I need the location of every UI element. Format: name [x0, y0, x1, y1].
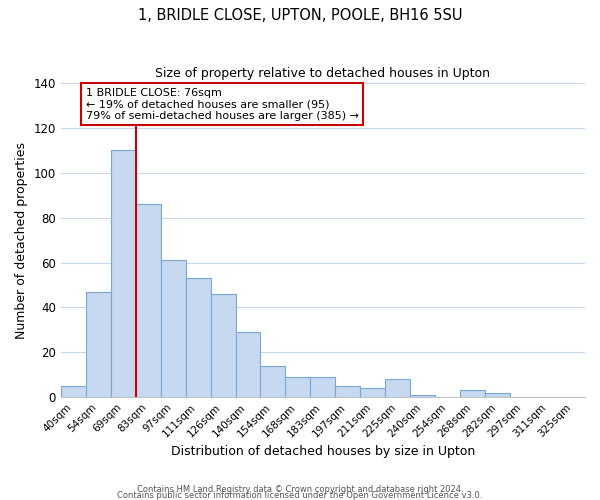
Bar	[335, 386, 361, 397]
Bar	[460, 390, 485, 397]
Bar	[286, 377, 310, 397]
Title: Size of property relative to detached houses in Upton: Size of property relative to detached ho…	[155, 68, 490, 80]
Bar	[410, 395, 435, 397]
Bar	[361, 388, 385, 397]
Bar	[310, 377, 335, 397]
Bar	[211, 294, 236, 397]
Bar	[185, 278, 211, 397]
Bar	[260, 366, 286, 397]
Bar	[385, 380, 410, 397]
Text: Contains public sector information licensed under the Open Government Licence v3: Contains public sector information licen…	[118, 491, 482, 500]
Bar	[236, 332, 260, 397]
Bar	[136, 204, 161, 397]
Bar	[485, 392, 510, 397]
X-axis label: Distribution of detached houses by size in Upton: Distribution of detached houses by size …	[171, 444, 475, 458]
Bar	[61, 386, 86, 397]
Bar	[161, 260, 185, 397]
Y-axis label: Number of detached properties: Number of detached properties	[15, 142, 28, 338]
Bar	[111, 150, 136, 397]
Text: Contains HM Land Registry data © Crown copyright and database right 2024.: Contains HM Land Registry data © Crown c…	[137, 484, 463, 494]
Text: 1, BRIDLE CLOSE, UPTON, POOLE, BH16 5SU: 1, BRIDLE CLOSE, UPTON, POOLE, BH16 5SU	[138, 8, 462, 22]
Bar	[86, 292, 111, 397]
Text: 1 BRIDLE CLOSE: 76sqm
← 19% of detached houses are smaller (95)
79% of semi-deta: 1 BRIDLE CLOSE: 76sqm ← 19% of detached …	[86, 88, 359, 120]
